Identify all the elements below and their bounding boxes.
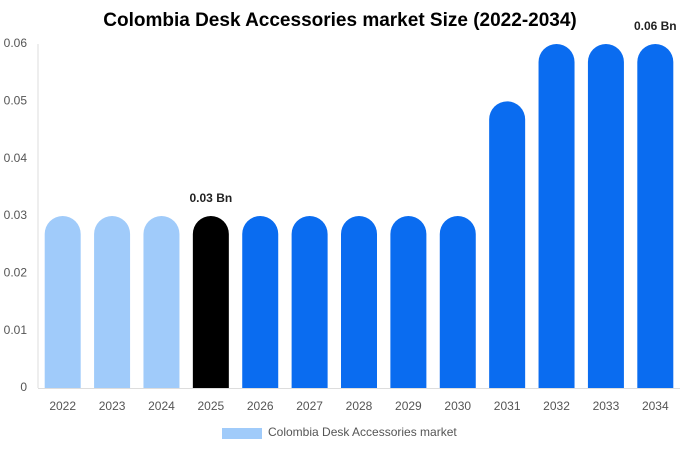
x-tick-label: 2034 xyxy=(642,399,669,413)
bar xyxy=(390,216,427,388)
bar xyxy=(538,44,575,388)
y-tick-label: 0 xyxy=(20,380,27,394)
bar xyxy=(587,44,624,388)
x-tick-label: 2027 xyxy=(296,399,323,413)
legend-swatch xyxy=(222,428,262,439)
bar xyxy=(637,44,674,388)
x-tick-label: 2026 xyxy=(247,399,274,413)
x-tick-label: 2029 xyxy=(395,399,422,413)
x-tick-label: 2033 xyxy=(593,399,620,413)
x-tick-label: 2022 xyxy=(49,399,76,413)
y-tick-label: 0.06 xyxy=(4,36,28,50)
x-tick-label: 2028 xyxy=(346,399,373,413)
x-tick-label: 2024 xyxy=(148,399,175,413)
x-tick-label: 2031 xyxy=(494,399,521,413)
y-tick-label: 0.03 xyxy=(4,208,28,222)
bar xyxy=(439,216,476,388)
bar xyxy=(192,216,229,388)
y-tick-label: 0.01 xyxy=(4,323,28,337)
y-tick-label: 0.05 xyxy=(4,94,28,108)
x-tick-label: 2030 xyxy=(444,399,471,413)
x-tick-label: 2032 xyxy=(543,399,570,413)
bar xyxy=(489,101,526,388)
bar xyxy=(44,216,81,388)
bar xyxy=(143,216,180,388)
x-tick-label: 2023 xyxy=(99,399,126,413)
bar xyxy=(94,216,131,388)
y-tick-label: 0.02 xyxy=(4,266,28,280)
bar xyxy=(341,216,377,388)
bar xyxy=(242,216,279,388)
legend-label: Colombia Desk Accessories market xyxy=(268,425,457,439)
bar xyxy=(291,216,328,388)
y-tick-label: 0.04 xyxy=(4,151,28,165)
value-label: 0.06 Bn xyxy=(634,19,677,33)
x-tick-label: 2025 xyxy=(197,399,224,413)
value-label: 0.03 Bn xyxy=(190,191,233,205)
chart-title: Colombia Desk Accessories market Size (2… xyxy=(103,10,577,31)
